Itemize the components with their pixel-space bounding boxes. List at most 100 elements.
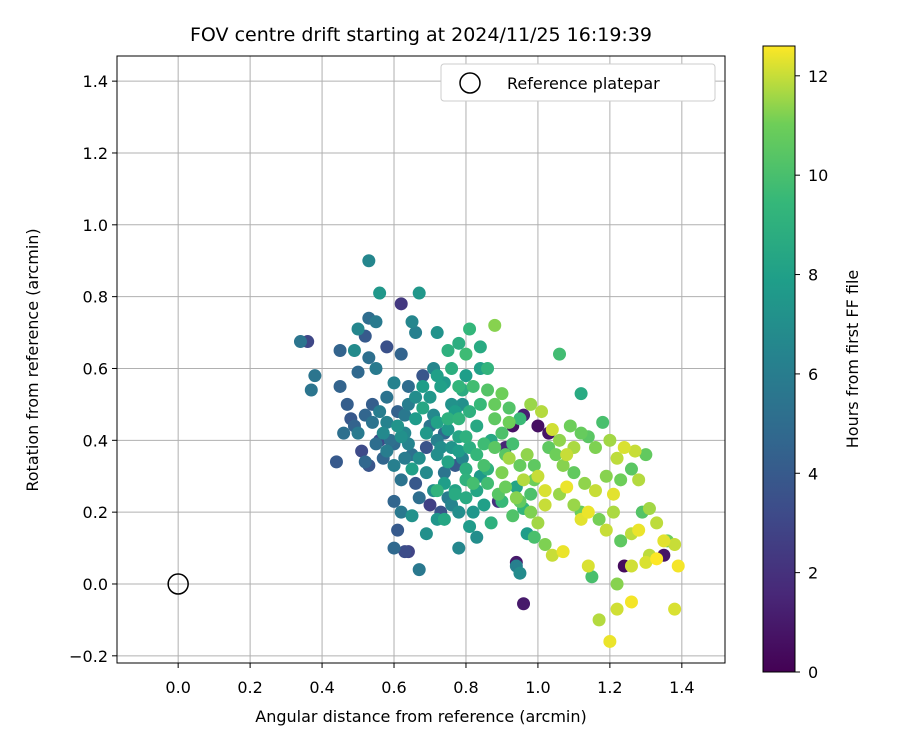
data-point — [650, 552, 664, 566]
x-tick-label: 0.0 — [165, 678, 190, 697]
data-point — [466, 476, 480, 490]
data-point — [560, 480, 574, 494]
x-tick-label: 0.4 — [309, 678, 334, 697]
data-point — [606, 487, 620, 501]
data-point — [380, 415, 394, 429]
data-point — [430, 484, 444, 498]
data-point — [588, 440, 602, 454]
data-point — [481, 383, 495, 397]
data-point — [650, 516, 664, 530]
legend-marker-icon — [459, 72, 481, 94]
data-point — [531, 419, 545, 433]
data-point — [513, 412, 527, 426]
data-point — [574, 387, 588, 401]
data-point — [373, 286, 387, 300]
data-point — [477, 458, 491, 472]
x-axis-label: Angular distance from reference (arcmin) — [255, 707, 586, 726]
data-point — [409, 412, 423, 426]
data-point — [567, 498, 581, 512]
data-point — [470, 448, 484, 462]
data-point — [481, 476, 495, 490]
data-point — [358, 455, 372, 469]
x-axis: 0.0 0.2 0.4 0.6 0.8 1.0 1.2 1.4 — [165, 663, 695, 697]
data-point — [499, 480, 513, 494]
data-point — [624, 595, 638, 609]
data-point — [668, 537, 682, 551]
data-point — [502, 415, 516, 429]
data-point — [624, 559, 638, 573]
data-point — [380, 444, 394, 458]
data-point — [387, 376, 401, 390]
data-point — [668, 602, 682, 616]
data-point — [502, 451, 516, 465]
x-tick-label: 1.0 — [525, 678, 550, 697]
data-point — [441, 455, 455, 469]
y-tick-label: 0.0 — [83, 575, 108, 594]
data-point — [405, 462, 419, 476]
data-point — [394, 430, 408, 444]
data-point — [355, 444, 369, 458]
data-point — [545, 548, 559, 562]
colorbar-tick-label: 6 — [808, 365, 818, 384]
data-point — [606, 505, 620, 519]
data-point — [481, 361, 495, 375]
data-point — [628, 444, 642, 458]
x-tick-label: 0.6 — [381, 678, 406, 697]
x-tick-label: 1.2 — [597, 678, 622, 697]
data-points — [293, 254, 685, 648]
data-point — [610, 602, 624, 616]
colorbar-tick-label: 0 — [808, 663, 818, 682]
y-tick-label: 1.4 — [83, 72, 108, 91]
data-point — [610, 577, 624, 591]
data-point — [538, 484, 552, 498]
data-point — [524, 487, 538, 501]
data-point — [614, 473, 628, 487]
data-point — [362, 351, 376, 365]
data-point — [419, 440, 433, 454]
data-point — [473, 340, 487, 354]
y-tick-label: 0.2 — [83, 503, 108, 522]
data-point — [517, 473, 531, 487]
data-point — [387, 541, 401, 555]
chart-title: FOV centre drift starting at 2024/11/25 … — [190, 24, 652, 46]
data-point — [452, 444, 466, 458]
data-point — [513, 458, 527, 472]
data-point — [596, 415, 610, 429]
data-point — [574, 426, 588, 440]
x-tick-label: 1.4 — [669, 678, 694, 697]
data-point — [535, 405, 549, 419]
data-point — [452, 336, 466, 350]
data-point — [527, 530, 541, 544]
data-point — [581, 559, 595, 573]
data-point — [376, 426, 390, 440]
data-point — [369, 315, 383, 329]
data-point — [509, 491, 523, 505]
data-point — [488, 397, 502, 411]
data-point — [459, 462, 473, 476]
data-point — [488, 318, 502, 332]
data-point — [459, 347, 473, 361]
data-point — [495, 387, 509, 401]
data-point — [610, 451, 624, 465]
colorbar-label: Hours from first FF file — [843, 270, 862, 449]
plot-frame — [116, 55, 726, 664]
data-point — [484, 516, 498, 530]
data-point — [365, 415, 379, 429]
data-point — [412, 451, 426, 465]
y-tick-label: 1.2 — [83, 144, 108, 163]
data-point — [553, 433, 567, 447]
reference-platepar-marker — [167, 573, 189, 595]
data-point — [351, 365, 365, 379]
y-tick-label: 1.0 — [83, 216, 108, 235]
data-point — [578, 476, 592, 490]
data-point — [632, 523, 646, 537]
data-point — [380, 390, 394, 404]
data-point — [599, 523, 613, 537]
data-point — [391, 419, 405, 433]
data-point — [337, 426, 351, 440]
data-point — [398, 545, 412, 559]
colorbar-tick-label: 2 — [808, 564, 818, 583]
data-point — [556, 458, 570, 472]
data-point — [419, 426, 433, 440]
